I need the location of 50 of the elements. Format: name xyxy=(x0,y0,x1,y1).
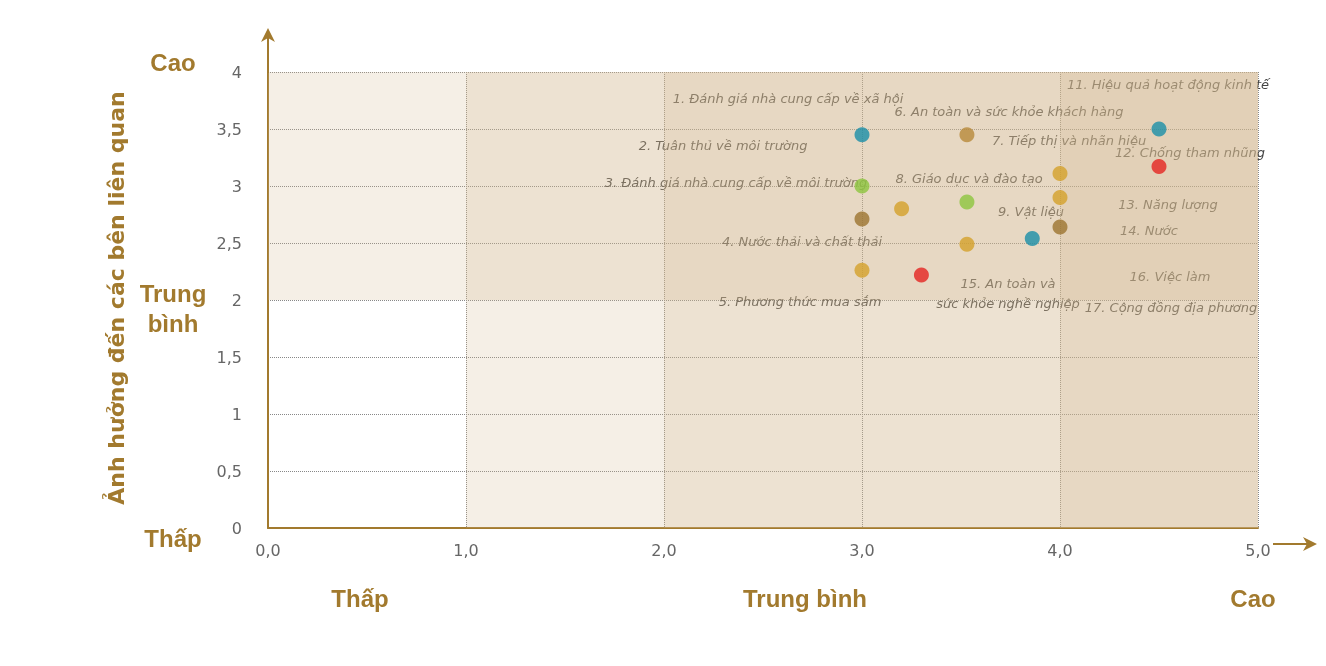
annotation: 8. Giáo dục và đào tạo xyxy=(895,170,1043,186)
point xyxy=(959,127,975,143)
annotation: 7. Tiếp thị và nhãn hiệu xyxy=(991,132,1147,148)
y-axis-title: Ảnh hưởng đến các bên liên quan xyxy=(101,91,129,505)
y-tick-label: 0 xyxy=(231,518,242,538)
x-tick-label: 5,0 xyxy=(1245,540,1271,560)
point xyxy=(1151,121,1167,137)
point xyxy=(913,267,929,283)
annotation: 15. An toàn và sức khỏe nghề nghiệp xyxy=(936,275,1080,311)
annotation: 14. Nước xyxy=(1120,222,1178,238)
text: Trung bình xyxy=(139,279,207,337)
x-tick-label: 1,0 xyxy=(453,540,479,560)
annotation: 13. Năng lượng xyxy=(1118,196,1218,212)
y-tick-label: 2,5 xyxy=(216,233,242,253)
point xyxy=(1052,165,1068,181)
point xyxy=(894,201,910,217)
text: Trung bình xyxy=(743,584,867,612)
y-tick-label: 0,5 xyxy=(216,461,242,481)
y-tick-label: 3 xyxy=(231,176,242,196)
y-tick-label: 4 xyxy=(231,62,242,82)
point xyxy=(1052,219,1068,235)
point xyxy=(854,127,870,143)
annotation: 5. Phương thức mua sắm xyxy=(718,293,882,309)
annotation: 6. An toàn và sức khỏe khách hàng xyxy=(894,103,1124,119)
annotation: 1. Đánh giá nhà cung cấp về xã hội xyxy=(672,90,904,106)
point xyxy=(1024,230,1040,246)
annotation: 9. Vật liệu xyxy=(997,203,1065,219)
y-tick-label: 1 xyxy=(231,404,242,424)
y-tick-label: 1,5 xyxy=(216,347,242,367)
point xyxy=(854,211,870,227)
y-tick-label: 2 xyxy=(231,290,242,310)
point xyxy=(1052,189,1068,205)
point xyxy=(959,194,975,210)
x-tick-label: 3,0 xyxy=(849,540,875,560)
annotation: 4. Nước thải và chất thải xyxy=(721,233,883,249)
y-tick-label: 3,5 xyxy=(216,119,242,139)
point xyxy=(854,262,870,278)
x-tick-label: 4,0 xyxy=(1047,540,1073,560)
text: Thấp xyxy=(144,524,202,552)
point xyxy=(1151,159,1167,175)
annotation: 2. Tuân thủ về môi trường xyxy=(638,137,808,153)
annotation: 16. Việc làm xyxy=(1129,268,1211,284)
point xyxy=(959,236,975,252)
x-tick-label: 0,0 xyxy=(255,540,281,560)
annotation: 17. Cộng đồng địa phương xyxy=(1084,299,1258,315)
text: Cao xyxy=(1230,584,1276,612)
annotation: 11. Hiệu quả hoạt động kinh tế xyxy=(1066,76,1272,92)
text: Thấp xyxy=(331,584,389,612)
x-tick-label: 2,0 xyxy=(651,540,677,560)
text: Cao xyxy=(150,48,196,76)
